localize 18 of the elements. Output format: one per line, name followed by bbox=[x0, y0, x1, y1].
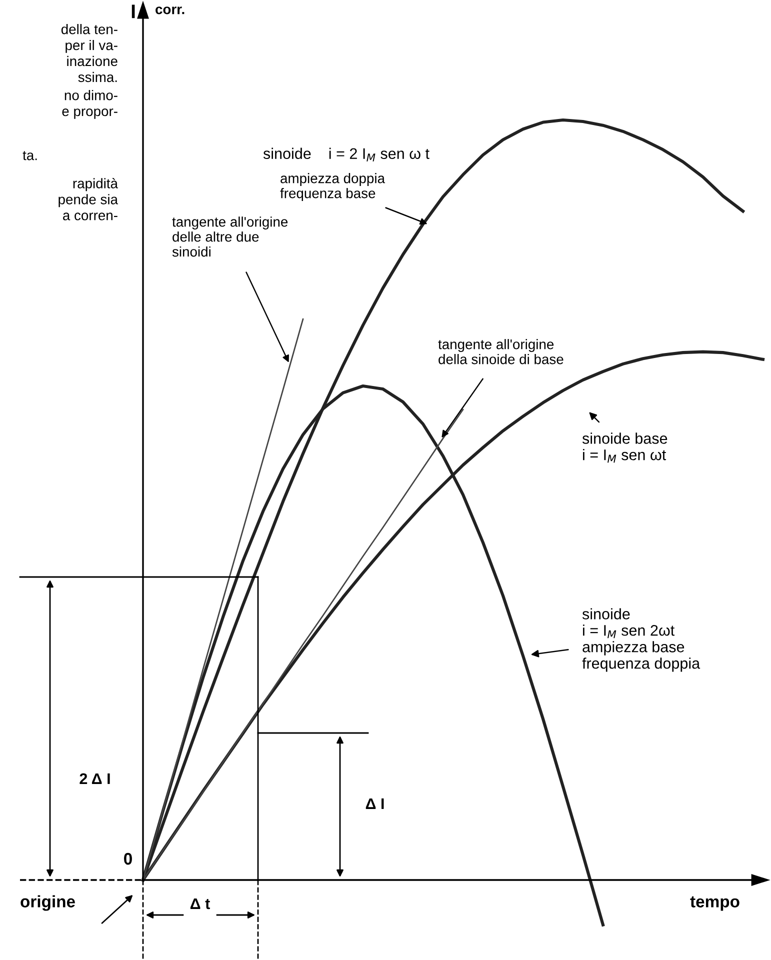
text: I bbox=[132, 4, 135, 18]
text: della ten- per il va- inazione ssima. bbox=[61, 24, 118, 82]
x-axis-title: tempo bbox=[690, 896, 740, 911]
text: rapidità pende sia a corren- bbox=[58, 178, 118, 220]
annotation: tangente all'origine della sinoide di base bbox=[438, 339, 564, 364]
annotation: tangente all'origine delle altre due sinoidi bbox=[172, 216, 288, 257]
text: ta. bbox=[22, 151, 37, 160]
text: origine bbox=[20, 895, 75, 911]
text: no dimo- e propor- bbox=[62, 90, 118, 119]
annotation: sinoide i = 2 I$_{M}$ sen ω t bbox=[263, 148, 430, 162]
text: 0 bbox=[124, 852, 132, 865]
annotation: Δ I bbox=[366, 798, 384, 809]
text: 2 Δ I bbox=[80, 773, 110, 784]
annotation: sinoide base i = I$_{M}$ sen ωt bbox=[582, 432, 668, 463]
annotation: ampiezza doppia frequenza base bbox=[280, 173, 386, 201]
text: corr. bbox=[156, 6, 184, 14]
annotation: sinoide i = I$_{M}$ sen 2ωt ampiezza base frequenza doppia bbox=[582, 608, 700, 672]
annotation: Δ t bbox=[190, 898, 210, 910]
